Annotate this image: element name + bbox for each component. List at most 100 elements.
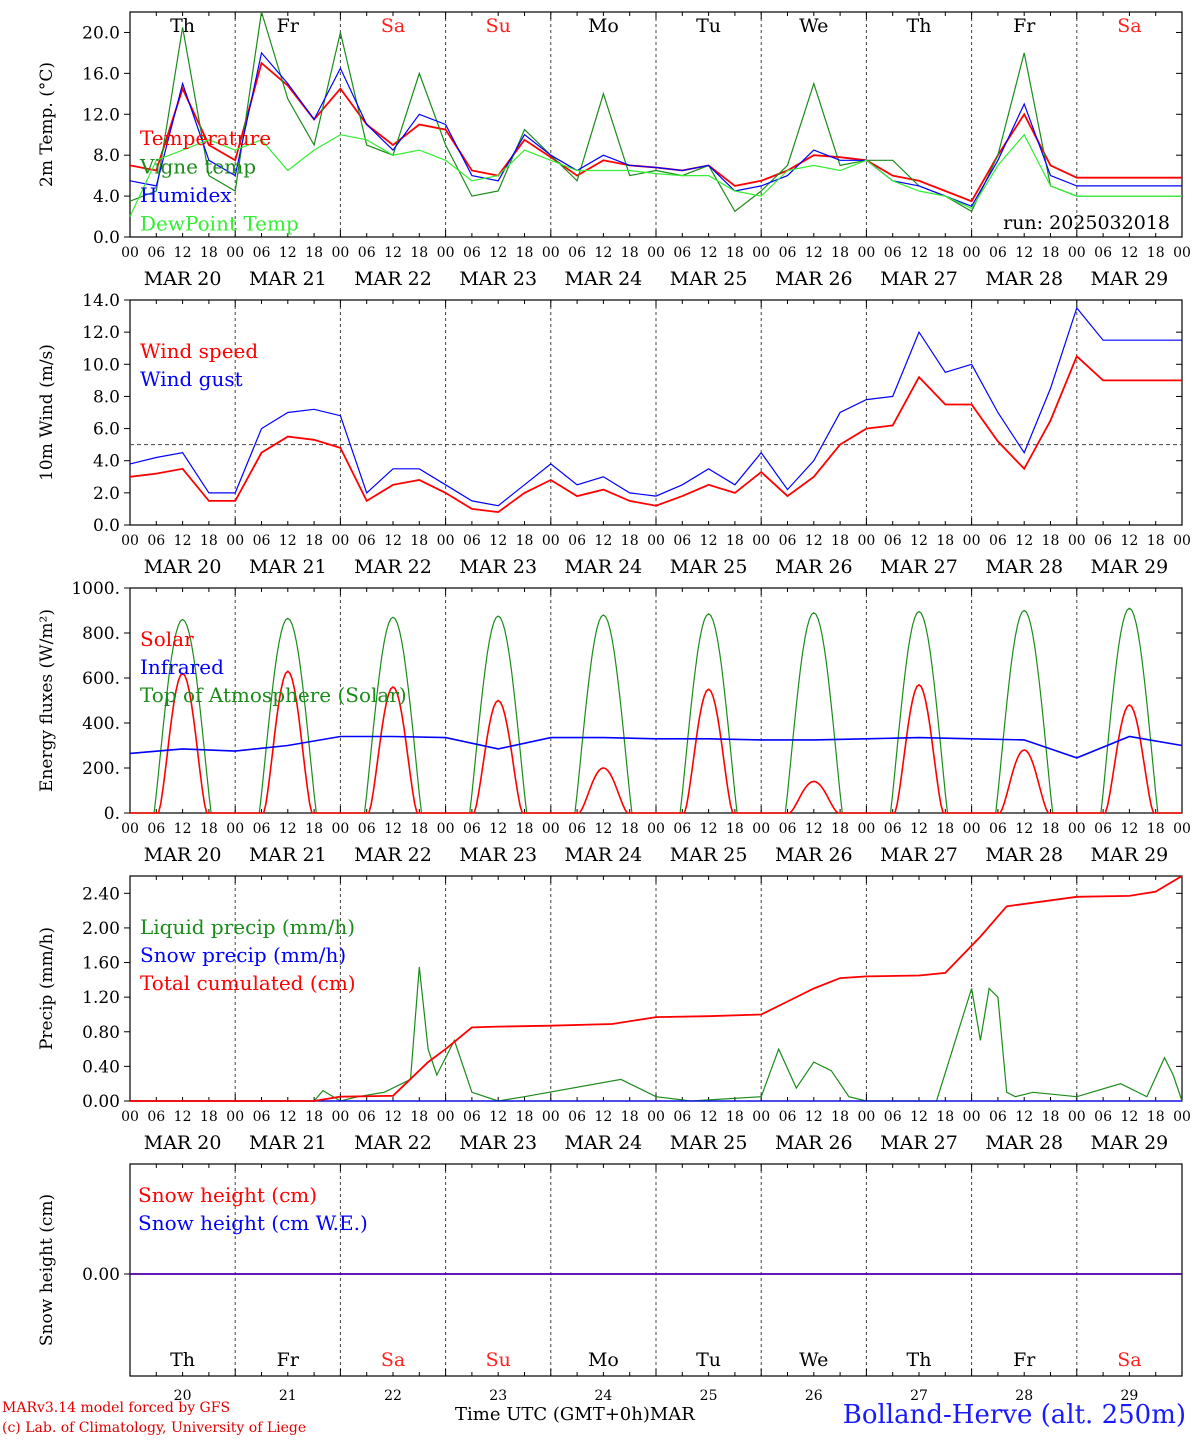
hour-tick-label: 06 [779,533,797,549]
hour-tick-label: 12 [1015,533,1033,549]
day-number-label: 23 [489,1388,507,1404]
date-label: MAR 26 [775,556,853,578]
date-label: MAR 23 [459,844,537,866]
hour-tick-label: 06 [358,821,376,837]
hour-tick-label: 00 [226,1109,244,1125]
hour-tick-label: 00 [542,1109,560,1125]
date-label: MAR 26 [775,844,853,866]
hour-tick-label: 00 [121,821,139,837]
hour-tick-label: 12 [1015,821,1033,837]
hour-tick-label: 18 [305,245,323,261]
date-label: MAR 25 [670,1132,748,1154]
hour-tick-label: 06 [884,245,902,261]
hour-tick-label: 18 [936,245,954,261]
legend-entry: Infrared [140,655,224,679]
day-number-label: 26 [805,1388,823,1404]
hour-tick-label: 12 [910,533,928,549]
y-tick-label: 0.00 [82,1092,120,1112]
day-name-label: Th [170,15,195,37]
hour-tick-label: 06 [253,245,271,261]
date-label: MAR 23 [459,268,537,290]
hour-tick-label: 18 [936,1109,954,1125]
series-line-3 [129,133,1182,217]
hour-tick-label: 00 [857,821,875,837]
y-tick-label: 4.0 [93,452,120,472]
y-tick-label: 0. [104,804,120,824]
hour-tick-label: 18 [516,821,534,837]
date-label: MAR 28 [985,556,1063,578]
date-label: MAR 24 [565,1132,643,1154]
date-label: MAR 22 [354,844,432,866]
hour-tick-label: 06 [779,245,797,261]
date-label: MAR 26 [775,268,853,290]
y-axis-label: Energy fluxes (W/m²) [37,609,57,792]
hour-tick-label: 00 [331,1109,349,1125]
hour-tick-label: 18 [831,533,849,549]
y-tick-label: 6.0 [93,420,120,440]
hour-tick-label: 12 [805,533,823,549]
hour-tick-label: 12 [910,1109,928,1125]
legend-entry: Snow height (cm W.E.) [138,1211,368,1235]
hour-tick-label: 12 [279,821,297,837]
hour-tick-label: 06 [463,245,481,261]
hour-tick-label: 12 [384,821,402,837]
hour-tick-label: 00 [752,821,770,837]
hour-tick-label: 00 [752,245,770,261]
hour-tick-label: 06 [147,245,165,261]
day-name-label: Tu [696,15,721,37]
y-tick-label: 0.00 [82,1265,120,1285]
hour-tick-label: 18 [1147,245,1165,261]
hour-tick-label: 06 [568,821,586,837]
hour-tick-label: 06 [568,533,586,549]
hour-tick-label: 06 [779,821,797,837]
hour-tick-label: 12 [1120,533,1138,549]
hour-tick-label: 00 [331,245,349,261]
y-tick-label: 1.20 [82,988,120,1008]
day-number-label: 27 [910,1388,928,1404]
date-label: MAR 22 [354,1132,432,1154]
hour-tick-label: 18 [726,821,744,837]
day-name-label: Su [486,15,511,37]
y-tick-label: 0.40 [82,1057,120,1077]
series-line-0 [130,966,1183,1102]
hour-tick-label: 18 [621,533,639,549]
date-label: MAR 25 [670,844,748,866]
hour-tick-label: 12 [805,821,823,837]
day-name-label: Mo [588,1349,619,1371]
hour-tick-label: 06 [568,1109,586,1125]
series-line-solar [130,670,1182,814]
day-name-label: We [799,15,828,37]
hour-tick-label: 18 [516,1109,534,1125]
date-label: MAR 27 [880,556,958,578]
y-axis-label: 2m Temp. (°C) [37,62,57,187]
hour-tick-label: 18 [726,1109,744,1125]
date-label: MAR 20 [144,1132,222,1154]
hour-tick-label: 18 [200,1109,218,1125]
hour-tick-label: 00 [647,245,665,261]
hour-tick-label: 12 [174,1109,192,1125]
date-label: MAR 27 [880,844,958,866]
y-tick-label: 4.0 [93,187,120,207]
date-label: MAR 25 [670,556,748,578]
series-line-1 [129,306,1182,507]
date-label: MAR 20 [144,844,222,866]
day-name-label: Fr [1013,1349,1036,1371]
hour-tick-label: 00 [437,533,455,549]
hour-tick-label: 00 [226,245,244,261]
legend-entry: Humidex [140,183,232,207]
date-label: MAR 24 [565,844,643,866]
day-name-label: Fr [1013,15,1036,37]
hour-tick-label: 18 [305,821,323,837]
y-axis-label: 10m Wind (m/s) [37,344,57,481]
hour-tick-label: 00 [437,245,455,261]
panel-4: 0.00 0.40 0.80 1.20 1.60 2.00 2.40 Precip (mm/h… [37,875,1191,1154]
hour-tick-label: 18 [410,1109,428,1125]
hour-tick-label: 06 [884,821,902,837]
date-label: MAR 27 [880,268,958,290]
day-number-label: 20 [174,1388,192,1404]
hour-tick-label: 00 [542,245,560,261]
month-label: MAR [649,1404,695,1425]
day-number-label: 24 [594,1388,612,1404]
y-tick-label: 0.80 [82,1023,120,1043]
hour-tick-label: 00 [963,245,981,261]
